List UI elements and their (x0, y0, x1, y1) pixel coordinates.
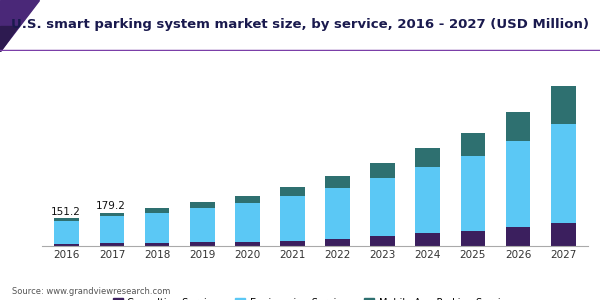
Bar (461, 133, 485, 156)
Bar (506, 112, 530, 141)
Bar (325, 176, 350, 188)
Bar (145, 213, 169, 243)
Bar (145, 243, 169, 246)
Bar (100, 212, 124, 216)
Bar (461, 231, 485, 246)
Bar (100, 216, 124, 243)
Bar (551, 124, 575, 223)
Bar (100, 243, 124, 246)
Bar (506, 141, 530, 227)
Bar (461, 156, 485, 231)
Bar (55, 221, 79, 244)
Text: Source: www.grandviewresearch.com: Source: www.grandviewresearch.com (12, 287, 170, 296)
Bar (190, 202, 215, 208)
Bar (551, 223, 575, 246)
Bar (551, 86, 575, 124)
Bar (55, 218, 79, 221)
Bar (190, 242, 215, 246)
Bar (415, 233, 440, 246)
Bar (190, 208, 215, 242)
Text: 151.2: 151.2 (51, 207, 81, 217)
Bar (415, 167, 440, 233)
Bar (145, 208, 169, 213)
Bar (506, 227, 530, 246)
Bar (235, 203, 260, 242)
Legend: Consulting Services, Engineering Services, Mobile App Parking Services: Consulting Services, Engineering Service… (109, 294, 521, 300)
Bar (55, 244, 79, 246)
Bar (280, 241, 305, 246)
Text: 179.2: 179.2 (96, 201, 126, 212)
Bar (325, 239, 350, 246)
Text: U.S. smart parking system market size, by service, 2016 - 2027 (USD Million): U.S. smart parking system market size, b… (11, 18, 589, 31)
Bar (370, 178, 395, 236)
Bar (370, 236, 395, 246)
Polygon shape (0, 26, 18, 51)
Bar (280, 196, 305, 241)
Bar (235, 242, 260, 246)
Bar (235, 196, 260, 203)
Polygon shape (0, 0, 39, 51)
Bar (370, 163, 395, 178)
Bar (280, 187, 305, 196)
Bar (325, 188, 350, 239)
Bar (415, 148, 440, 167)
